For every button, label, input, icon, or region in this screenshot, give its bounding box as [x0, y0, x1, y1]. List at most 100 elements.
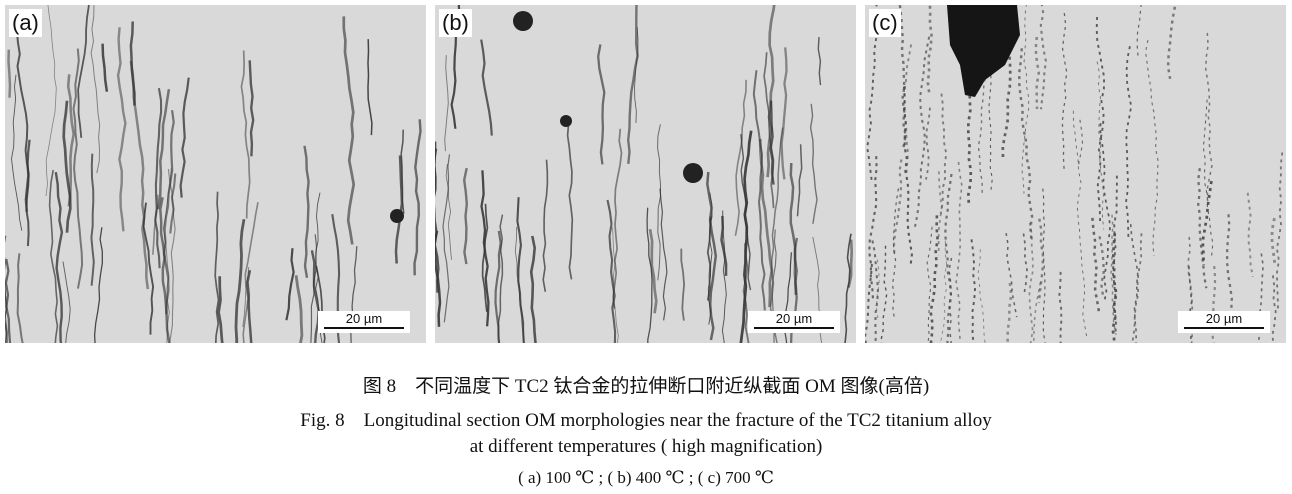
grain-boundary: [1095, 16, 1106, 222]
grain-boundary: [1042, 188, 1046, 343]
grain-boundary: [240, 50, 251, 219]
grain-boundary: [217, 276, 224, 343]
grain-boundary: [1111, 233, 1118, 343]
grain-boundary: [367, 39, 373, 136]
grain-boundary: [1037, 218, 1045, 303]
grain-boundary: [734, 79, 747, 236]
grain-boundary: [809, 103, 818, 224]
grain-boundary: [891, 188, 899, 321]
grain-boundary: [1028, 222, 1034, 343]
panel-label-c: (c): [869, 9, 901, 37]
panel-label-b: (b): [439, 9, 472, 37]
grain-boundary: [480, 39, 493, 136]
micrograph-c-image: [865, 5, 1284, 343]
grain-boundary: [657, 124, 661, 281]
grain-boundary: [926, 226, 933, 343]
grain-boundary: [462, 167, 469, 265]
grain-boundary: [1204, 32, 1213, 201]
grain-boundary: [742, 243, 750, 343]
grain-boundary: [879, 245, 888, 343]
void: [683, 163, 703, 183]
panel-label-a: (a): [9, 9, 42, 37]
grain-boundary: [116, 27, 127, 232]
grain-boundary: [926, 5, 933, 95]
scale-bar-c: 20 µm: [1178, 311, 1270, 333]
grain-boundary: [902, 86, 913, 267]
grain-boundary: [903, 44, 912, 177]
grain-boundary: [769, 127, 784, 343]
grain-boundary: [1005, 232, 1018, 318]
grain-boundary: [763, 52, 775, 209]
grain-boundary: [612, 227, 619, 343]
grain-boundary: [516, 197, 525, 343]
grain-boundary: [1018, 48, 1034, 241]
grain-boundary: [1136, 5, 1142, 57]
grain-boundary: [142, 202, 155, 335]
grain-boundary: [789, 162, 798, 296]
grain-boundary: [435, 230, 442, 327]
grain-boundary: [16, 253, 24, 343]
scale-bar-b: 20 µm: [748, 311, 840, 333]
grain-boundary: [529, 235, 537, 343]
grain-boundary: [1098, 236, 1105, 297]
grain-boundary: [162, 168, 172, 343]
grain-boundary: [246, 270, 253, 343]
grain-boundary: [1144, 39, 1159, 257]
large-void: [947, 5, 1020, 97]
grain-boundary: [342, 16, 356, 245]
grain-boundary: [1271, 275, 1277, 343]
grain-boundary: [680, 248, 686, 321]
grain-boundary: [11, 74, 23, 231]
grain-boundary: [970, 239, 977, 343]
grain-boundary: [152, 194, 159, 255]
grain-boundary: [1061, 13, 1068, 170]
grain-boundary: [1197, 168, 1208, 289]
grain-boundary: [612, 128, 623, 309]
grain-boundary: [925, 107, 931, 180]
grain-boundary: [1275, 152, 1284, 309]
grain-boundary: [93, 227, 103, 343]
grain-boundary: [646, 207, 653, 343]
grain-boundary: [796, 144, 803, 217]
micrograph-a-image: [5, 5, 422, 343]
grain-boundary: [90, 5, 101, 174]
grain-boundary: [413, 119, 422, 276]
grain-boundary: [542, 159, 549, 292]
grain-boundary: [597, 44, 606, 165]
grain-boundary: [940, 240, 948, 343]
grain-boundary: [248, 60, 255, 157]
grain-boundary: [1125, 46, 1133, 239]
grain-boundary: [752, 70, 766, 311]
scale-bar-text: 20 µm: [345, 311, 383, 326]
grain-boundary: [720, 215, 728, 276]
grain-boundary: [445, 163, 452, 260]
grain-boundary: [1001, 14, 1012, 159]
grain-boundary: [721, 210, 727, 343]
void: [513, 11, 533, 31]
grain-boundary: [242, 202, 259, 343]
micrograph-c: (c) 20 µm: [865, 5, 1286, 343]
grain-boundary: [606, 199, 617, 343]
grain-boundary: [1210, 266, 1217, 343]
grain-boundary: [868, 156, 878, 301]
grain-boundary: [303, 145, 310, 278]
grain-boundary: [1022, 233, 1028, 294]
grain-boundary: [1077, 119, 1084, 168]
caption-subpanels: ( a) 100 ℃ ; ( b) 400 ℃ ; ( c) 700 ℃: [518, 468, 774, 487]
grain-boundary: [5, 258, 12, 343]
grain-boundary: [766, 5, 776, 178]
grain-boundary: [444, 55, 449, 152]
grain-boundary: [847, 239, 854, 288]
grain-boundary: [913, 36, 931, 229]
grain-boundary: [1021, 5, 1030, 194]
micrograph-b-image: [435, 5, 854, 343]
scale-bar-text: 20 µm: [775, 311, 813, 326]
grain-boundary: [48, 169, 59, 343]
grain-boundary: [1166, 6, 1177, 80]
grain-boundary: [1006, 282, 1013, 343]
grain-boundary: [739, 130, 753, 343]
void: [560, 115, 572, 127]
grain-boundary: [62, 100, 72, 233]
grain-boundary: [285, 248, 295, 321]
grain-boundary: [54, 172, 64, 343]
